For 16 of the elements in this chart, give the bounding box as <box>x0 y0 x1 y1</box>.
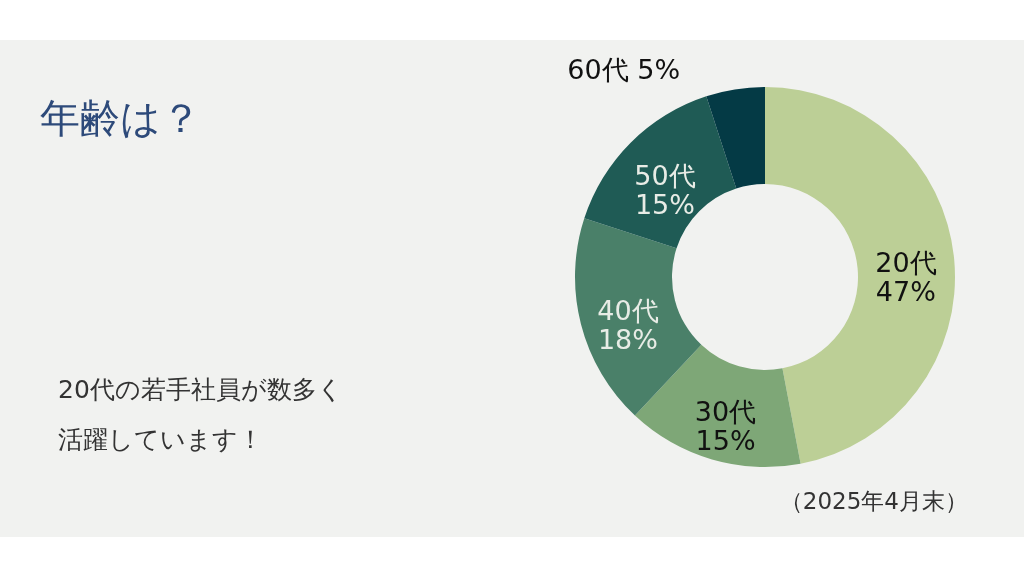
text: 活躍しています！ <box>58 425 263 454</box>
slice-label: 40代 <box>597 295 659 327</box>
text: 年齢は？ <box>40 95 201 141</box>
slice-label: 60代 5% <box>567 54 681 86</box>
slice-label: 30代 <box>694 395 757 427</box>
slice-label: 50代 <box>634 159 696 191</box>
data-label: 15% <box>695 424 756 456</box>
data-label: 15% <box>634 188 695 220</box>
data-label: 47% <box>875 275 936 307</box>
donut-slice <box>706 87 765 189</box>
data-label: 18% <box>597 324 658 356</box>
donut-slice <box>765 87 955 464</box>
text: （2025年4月末） <box>779 488 968 514</box>
donut-slice <box>584 96 737 249</box>
slice-label: 20代 <box>875 246 937 278</box>
text: 20代の若手社員が数多く <box>58 375 343 404</box>
